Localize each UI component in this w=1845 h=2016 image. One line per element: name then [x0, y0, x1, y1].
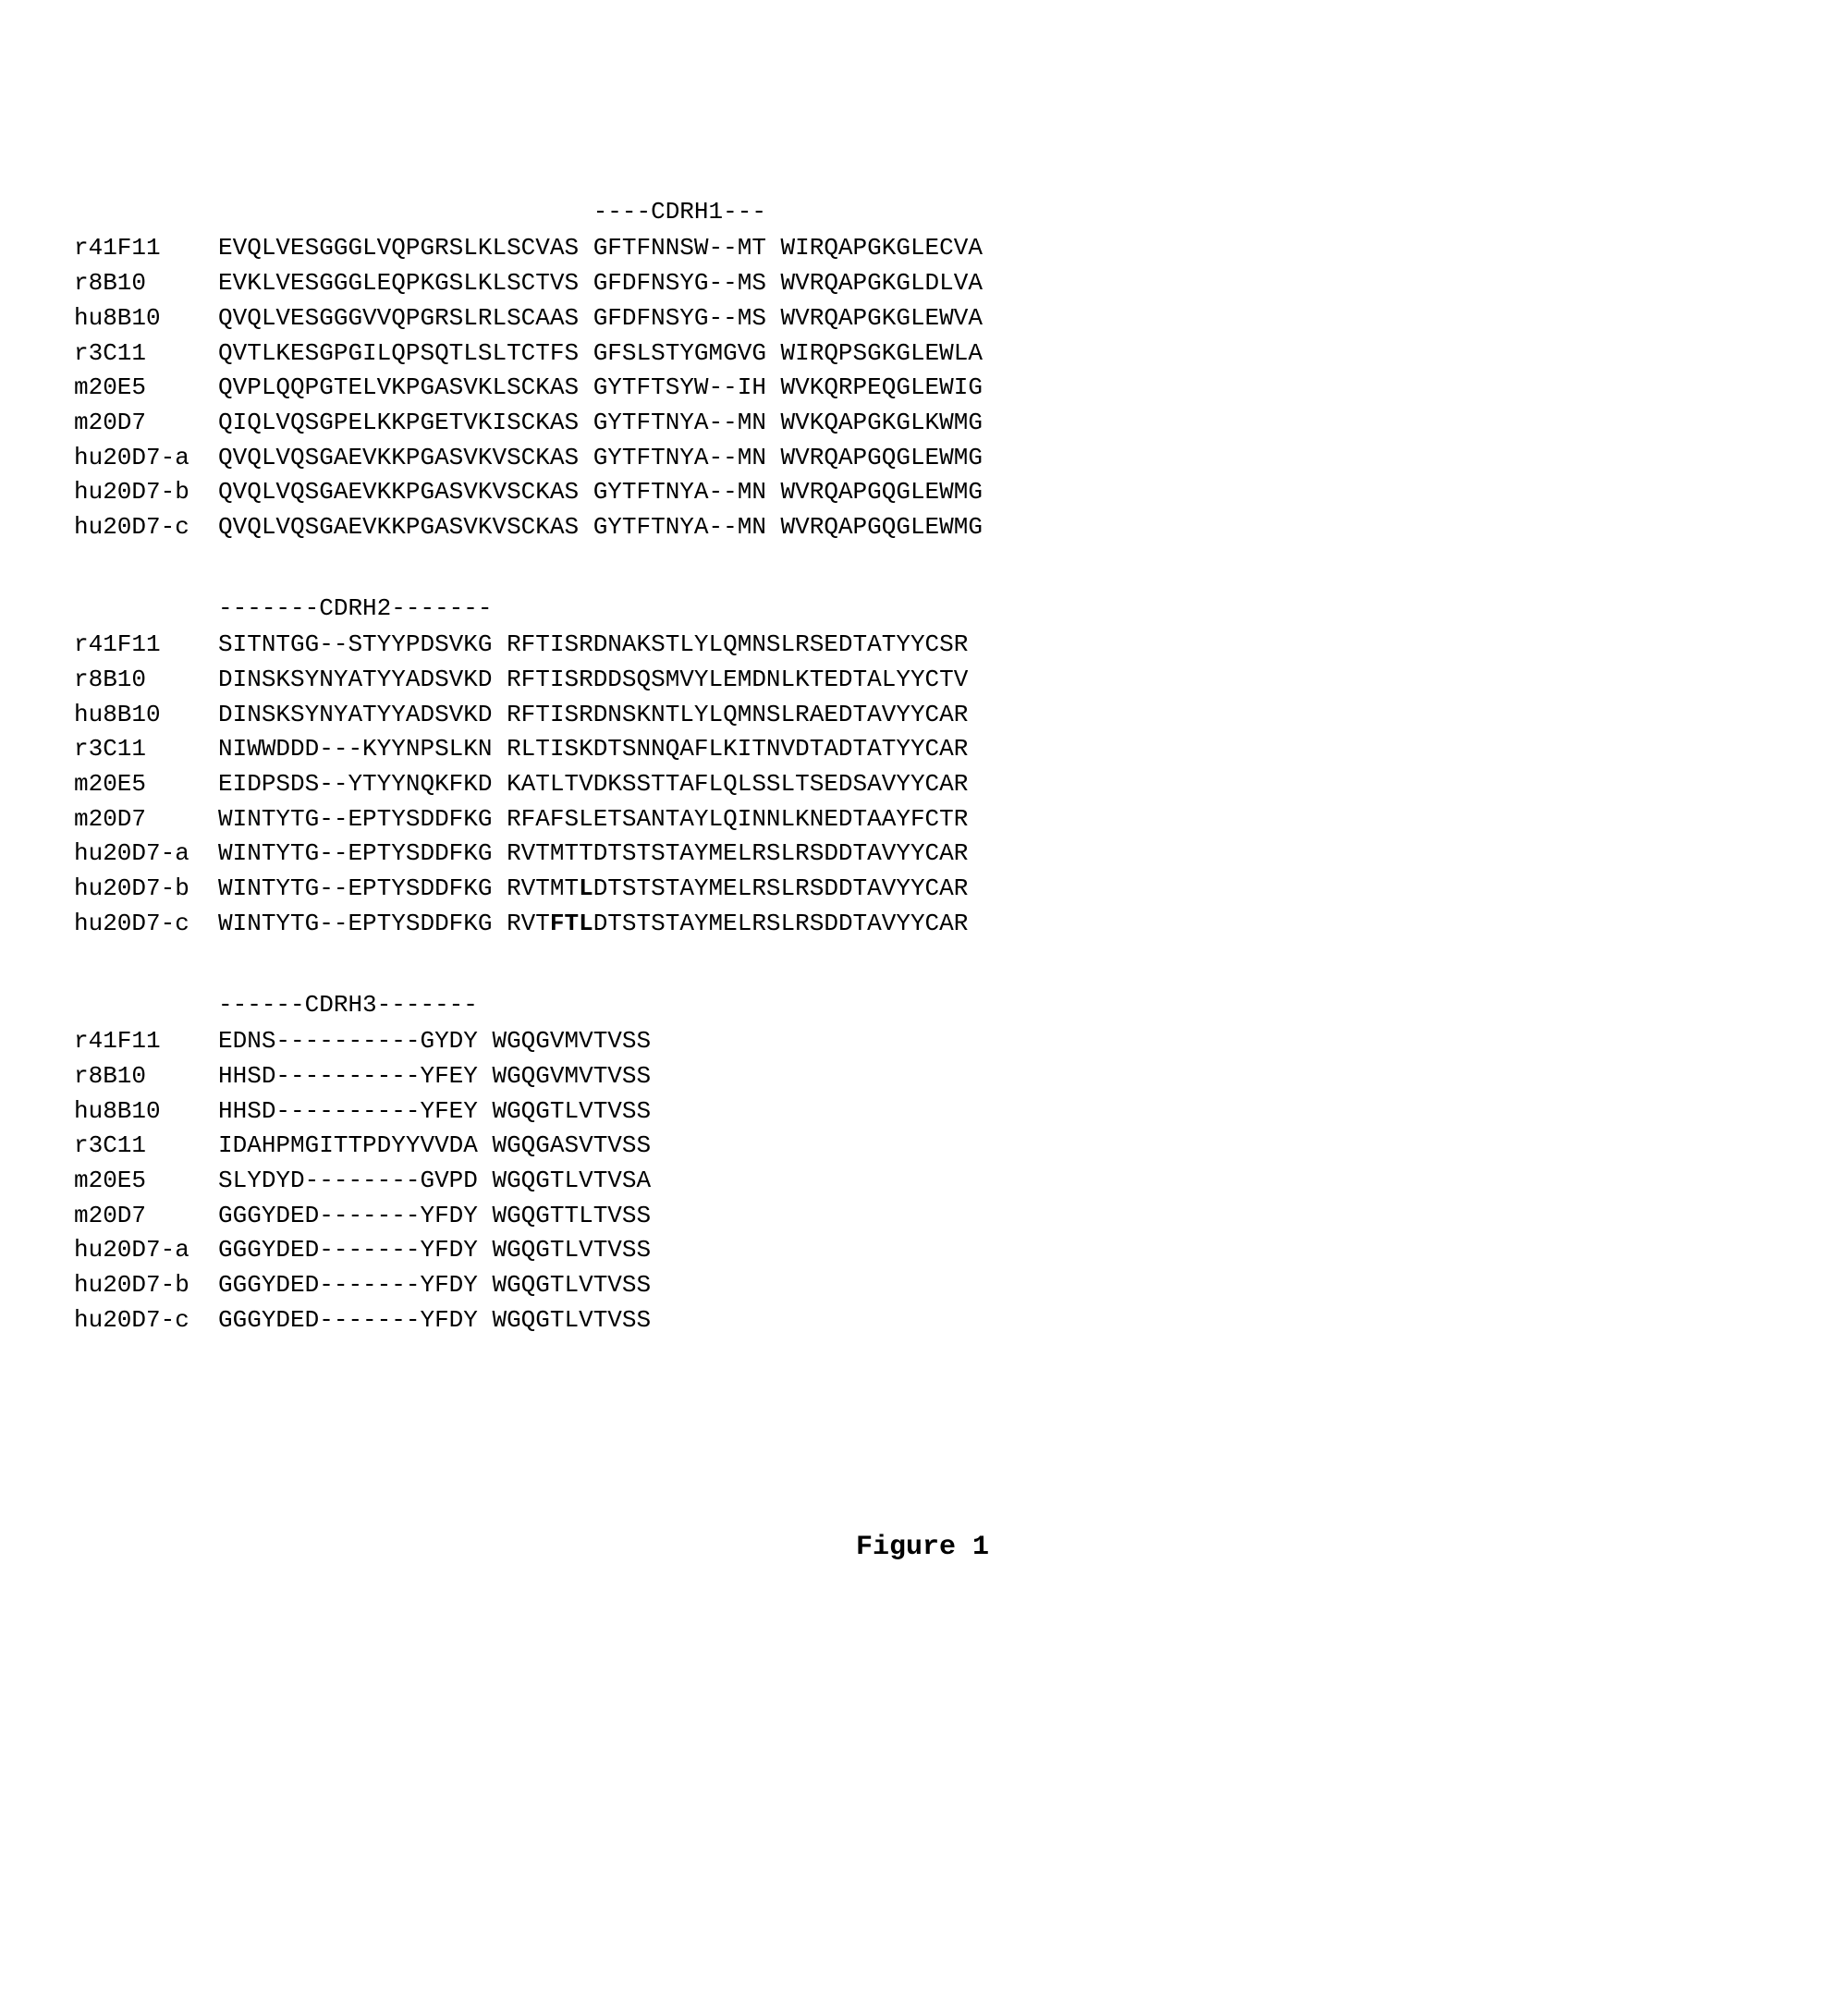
cdrh2-header: -------CDRH2------- [74, 592, 1771, 627]
sequence-row: m20D7 WINTYTG--EPTYSDDFKG RFAFSLETSANTAY… [74, 802, 1771, 837]
figure-title: Figure 1 [74, 1528, 1771, 1569]
sequence-row: hu20D7-a WINTYTG--EPTYSDDFKG RVTMTTDTSTS… [74, 837, 1771, 872]
sequence-row: r41F11 EVQLVESGGGLVQPGRSLKLSCVAS GFTFNNS… [74, 231, 1771, 266]
sequence-row: m20E5 QVPLQQPGTELVKPGASVKLSCKAS GYTFTSYW… [74, 371, 1771, 406]
sequence-row: r41F11 SITNTGG--STYYPDSVKG RFTISRDNAKSTL… [74, 628, 1771, 663]
sequence-row: hu8B10 QVQLVESGGGVVQPGRSLRLSCAAS GFDFNSY… [74, 301, 1771, 336]
sequence-row: r41F11 EDNS----------GYDY WGQGVMVTVSS [74, 1024, 1771, 1059]
sequence-row: hu20D7-a QVQLVQSGAEVKKPGASVKVSCKAS GYTFT… [74, 441, 1771, 476]
sequence-row: m20D7 GGGYDED-------YFDY WGQGTTLTVSS [74, 1199, 1771, 1234]
sequence-row: r8B10 EVKLVESGGGLEQPKGSLKLSCTVS GFDFNSYG… [74, 266, 1771, 301]
sequence-row: hu20D7-a GGGYDED-------YFDY WGQGTLVTVSS [74, 1233, 1771, 1268]
sequence-row: hu20D7-c WINTYTG--EPTYSDDFKG RVTFTLDTSTS… [74, 907, 1771, 942]
sequence-row: r8B10 HHSD----------YFEY WGQGVMVTVSS [74, 1059, 1771, 1094]
cdrh3-header: ------CDRH3------- [74, 988, 1771, 1023]
sequence-row: hu20D7-b GGGYDED-------YFDY WGQGTLVTVSS [74, 1268, 1771, 1303]
sequence-row: hu8B10 HHSD----------YFEY WGQGTLVTVSS [74, 1094, 1771, 1130]
sequence-row: m20D7 QIQLVQSGPELKKPGETVKISCKAS GYTFTNYA… [74, 406, 1771, 441]
sequence-row: r3C11 NIWWDDD---KYYNPSLKN RLTISKDTSNNQAF… [74, 732, 1771, 767]
sequence-row: hu20D7-c QVQLVQSGAEVKKPGASVKVSCKAS GYTFT… [74, 510, 1771, 545]
sequence-row: r3C11 IDAHPMGITTPDYYVVDA WGQGASVTVSS [74, 1129, 1771, 1164]
sequence-row: hu20D7-b QVQLVQSGAEVKKPGASVKVSCKAS GYTFT… [74, 475, 1771, 510]
sequence-row: hu8B10 DINSKSYNYATYYADSVKD RFTISRDNSKNTL… [74, 698, 1771, 733]
sequence-row: hu20D7-b WINTYTG--EPTYSDDFKG RVTMTLDTSTS… [74, 872, 1771, 907]
sequence-row: m20E5 EIDPSDS--YTYYNQKFKD KATLTVDKSSTTAF… [74, 767, 1771, 802]
sequence-row: r8B10 DINSKSYNYATYYADSVKD RFTISRDDSQSMVY… [74, 663, 1771, 698]
sequence-row: m20E5 SLYDYD--------GVPD WGQGTLVTVSA [74, 1164, 1771, 1199]
sequence-row: hu20D7-c GGGYDED-------YFDY WGQGTLVTVSS [74, 1303, 1771, 1338]
sequence-row: r3C11 QVTLKESGPGILQPSQTLSLTCTFS GFSLSTYG… [74, 336, 1771, 372]
cdrh1-header: ----CDRH1--- [74, 195, 1771, 230]
